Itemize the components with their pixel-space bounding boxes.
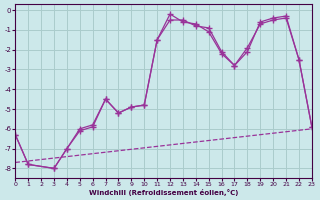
X-axis label: Windchill (Refroidissement éolien,°C): Windchill (Refroidissement éolien,°C) [89,189,238,196]
